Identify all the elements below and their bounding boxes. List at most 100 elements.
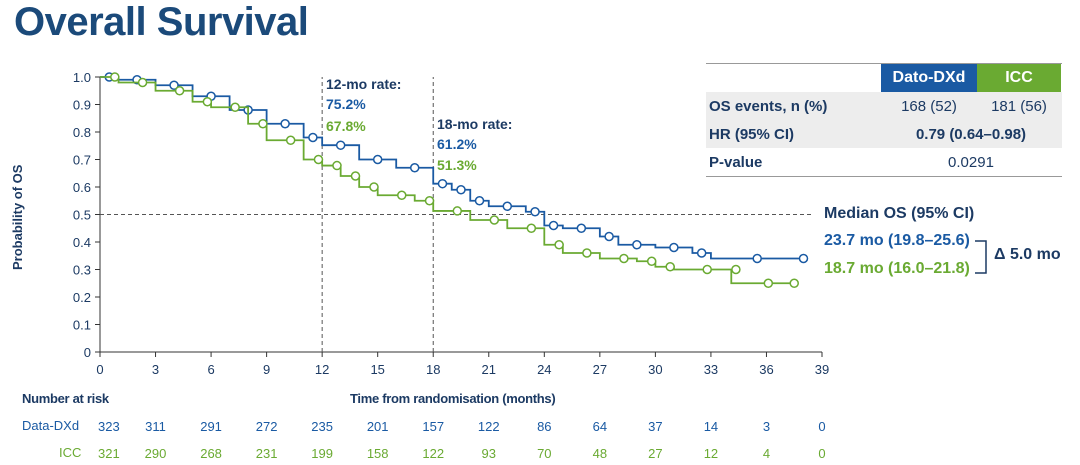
censor-mark <box>409 163 420 173</box>
censor-mark <box>554 240 564 250</box>
censor-mark <box>789 278 799 288</box>
risk-icc-value: 48 <box>593 446 607 461</box>
table-header: Dato-DXd ICC <box>706 63 1062 92</box>
y-tick-label: 0.2 <box>73 290 91 305</box>
risk-icc-value: 158 <box>367 446 389 461</box>
risk-dato-value: 235 <box>311 419 333 434</box>
censor-mark <box>763 278 774 288</box>
risk-dato-value: 157 <box>422 419 444 434</box>
censor-mark <box>646 256 657 266</box>
censor-mark <box>313 154 324 165</box>
censor-mark <box>230 102 240 112</box>
y-tick-label: 0.8 <box>73 125 91 140</box>
x-tick-label: 9 <box>263 362 270 377</box>
header-dato: Dato-DXd <box>881 64 977 92</box>
censor-mark <box>110 72 120 82</box>
risk-dato-value: 64 <box>593 419 607 434</box>
censor-mark <box>369 182 379 192</box>
risk-dato-value: 37 <box>648 419 662 434</box>
censor-mark <box>280 119 290 129</box>
censor-mark <box>530 207 540 217</box>
censor-mark <box>489 215 500 225</box>
risk-icc-value: 0 <box>818 446 825 461</box>
x-tick-label: 21 <box>482 362 496 377</box>
y-tick-label: 1.0 <box>73 70 91 85</box>
censor-mark <box>452 206 463 216</box>
table-row: HR (95% CI) 0.79 (0.64–0.98) <box>706 120 1062 148</box>
x-tick-label: 33 <box>704 362 718 377</box>
risk-dato-value: 0 <box>818 419 825 434</box>
censor-mark <box>798 253 809 264</box>
risk-icc-value: 122 <box>422 446 444 461</box>
censor-mark <box>202 97 213 107</box>
risk-dato-value: 291 <box>200 419 222 434</box>
censor-mark <box>258 119 268 129</box>
table-row: OS events, n (%) 168 (52) 181 (56) <box>706 92 1062 120</box>
censor-mark <box>502 201 513 211</box>
x-tick-label: 30 <box>648 362 662 377</box>
rate12-title: 12-mo rate: <box>326 76 402 92</box>
risk-icc-value: 268 <box>200 446 222 461</box>
series-line-icc <box>100 76 795 285</box>
risk-dato-value: 201 <box>367 419 389 434</box>
x-tick-label: 6 <box>207 362 214 377</box>
x-tick-label: 24 <box>537 362 551 377</box>
risk-dato-value: 14 <box>704 419 718 434</box>
rate12-icc: 67.8% <box>326 118 366 134</box>
censor-mark <box>731 264 741 275</box>
censor-mark <box>632 240 642 250</box>
y-tick-label: 0.5 <box>73 208 91 223</box>
censor-mark <box>669 242 679 253</box>
censor-mark <box>576 223 587 233</box>
x-tick-label: 15 <box>370 362 384 377</box>
risk-icc-value: 199 <box>311 446 333 461</box>
censor-mark <box>397 190 407 200</box>
y-tick-label: 0.3 <box>73 263 91 278</box>
censor-mark <box>137 77 148 88</box>
censor-mark <box>665 262 675 272</box>
rate12-dato: 75.2% <box>326 96 366 112</box>
median-dato: 23.7 mo (19.8–25.6) <box>824 232 970 249</box>
censor-mark <box>582 248 592 258</box>
censor-mark <box>174 86 185 96</box>
censor-mark <box>456 185 466 195</box>
censor-mark <box>285 135 296 145</box>
x-axis-label: Time from randomisation (months) <box>350 391 556 406</box>
stats-table: Dato-DXd ICC OS events, n (%) 168 (52) 1… <box>706 63 1062 177</box>
median-title: Median OS (95% CI) <box>824 205 975 222</box>
y-axis-label: Probability of OS <box>10 164 25 270</box>
risk-icc-value: 93 <box>482 446 496 461</box>
censor-mark <box>548 220 559 231</box>
y-tick-label: 0.4 <box>73 235 91 250</box>
x-tick-label: 39 <box>815 362 829 377</box>
rate18-icc: 51.3% <box>437 157 477 173</box>
censor-mark <box>437 178 448 189</box>
risk-icc-value: 231 <box>256 446 278 461</box>
x-tick-label: 12 <box>315 362 329 377</box>
censor-mark <box>696 248 707 258</box>
table-row: P-value 0.0291 <box>706 148 1062 177</box>
delta-bracket <box>975 240 987 274</box>
censor-mark <box>619 253 629 264</box>
risk-icc-value: 4 <box>763 446 770 461</box>
censor-mark <box>752 253 762 264</box>
x-tick-label: 36 <box>759 362 773 377</box>
risk-icc-value: 12 <box>704 446 718 461</box>
risk-icc-value: 290 <box>145 446 167 461</box>
risk-dato-value: 272 <box>256 419 278 434</box>
risk-dato-value: 122 <box>478 419 500 434</box>
y-tick-label: 0.7 <box>73 153 91 168</box>
rate18-dato: 61.2% <box>437 136 477 152</box>
risk-title: Number at risk <box>22 391 109 406</box>
risk-dato-value: 311 <box>145 419 166 434</box>
rate18-title: 18-mo rate: <box>437 116 513 132</box>
page-title: Overall Survival <box>14 0 309 44</box>
x-tick-label: 0 <box>96 362 103 377</box>
censor-mark <box>424 196 435 206</box>
median-icc: 18.7 mo (16.0–21.8) <box>824 260 970 277</box>
series-line-dato-dxd <box>100 76 804 260</box>
censor-mark <box>526 223 537 233</box>
risk-icc-label: ICC <box>59 445 82 460</box>
censor-mark <box>702 264 712 275</box>
